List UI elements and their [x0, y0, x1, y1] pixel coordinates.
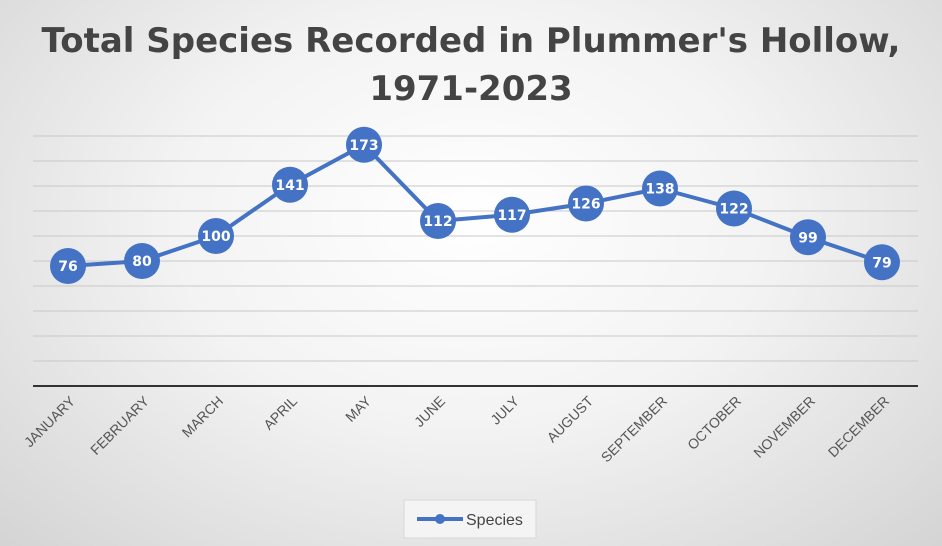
data-label: 112 [423, 214, 452, 230]
data-label: 138 [645, 182, 674, 198]
data-label: 173 [349, 138, 378, 154]
series-line [67, 142, 883, 268]
x-tick-label: JULY [487, 392, 522, 427]
series-species: 76 80 100 141 173 112 117 126 138 122 99 79 [50, 126, 900, 284]
chart-title-line-1: Total Species Recorded in Plummer's Holl… [42, 21, 901, 61]
data-point-marker [790, 219, 826, 256]
x-tick-label: MARCH [179, 393, 227, 441]
x-tick-label: DECEMBER [825, 393, 892, 460]
data-point-marker [716, 190, 752, 227]
data-label: 117 [497, 208, 526, 224]
x-tick-label: MAY [342, 392, 374, 424]
data-point-marker [124, 243, 160, 279]
legend-dot-marker [435, 514, 445, 524]
data-label: 141 [275, 178, 304, 194]
data-label: 76 [58, 259, 77, 275]
legend-label-species: Species [466, 512, 523, 529]
data-label: 99 [798, 230, 817, 246]
data-label: 79 [872, 255, 891, 271]
data-label: 122 [719, 202, 748, 218]
data-point-marker [346, 126, 382, 163]
data-point-marker [198, 218, 234, 254]
gridlines [33, 135, 918, 362]
x-tick-label: AUGUST [544, 392, 597, 445]
legend: Species [403, 499, 537, 539]
chart-title-line-2: 1971-2023 [369, 69, 572, 109]
data-point-marker [864, 244, 900, 281]
data-label: 126 [571, 197, 600, 213]
x-tick-label: SEPTEMBER [598, 393, 670, 465]
data-point-marker [568, 185, 604, 222]
x-tick-label: FEBRUARY [87, 392, 153, 458]
data-point-marker [494, 196, 530, 233]
data-point-marker [50, 248, 86, 284]
data-point-marker [420, 203, 456, 239]
data-label: 100 [201, 229, 230, 245]
x-tick-label: JUNE [411, 393, 448, 430]
data-point-marker [272, 166, 308, 203]
data-point-marker [642, 170, 678, 207]
x-tick-label: APRIL [260, 393, 300, 433]
x-tick-label: OCTOBER [684, 393, 744, 453]
x-tick-label: NOVEMBER [750, 393, 818, 461]
x-tick-label: JANUARY [21, 392, 79, 450]
data-label: 80 [132, 254, 152, 270]
x-axis-tick-labels: JANUARY FEBRUARY MARCH APRIL MAY JUNE JULY AUGU… [21, 392, 892, 465]
